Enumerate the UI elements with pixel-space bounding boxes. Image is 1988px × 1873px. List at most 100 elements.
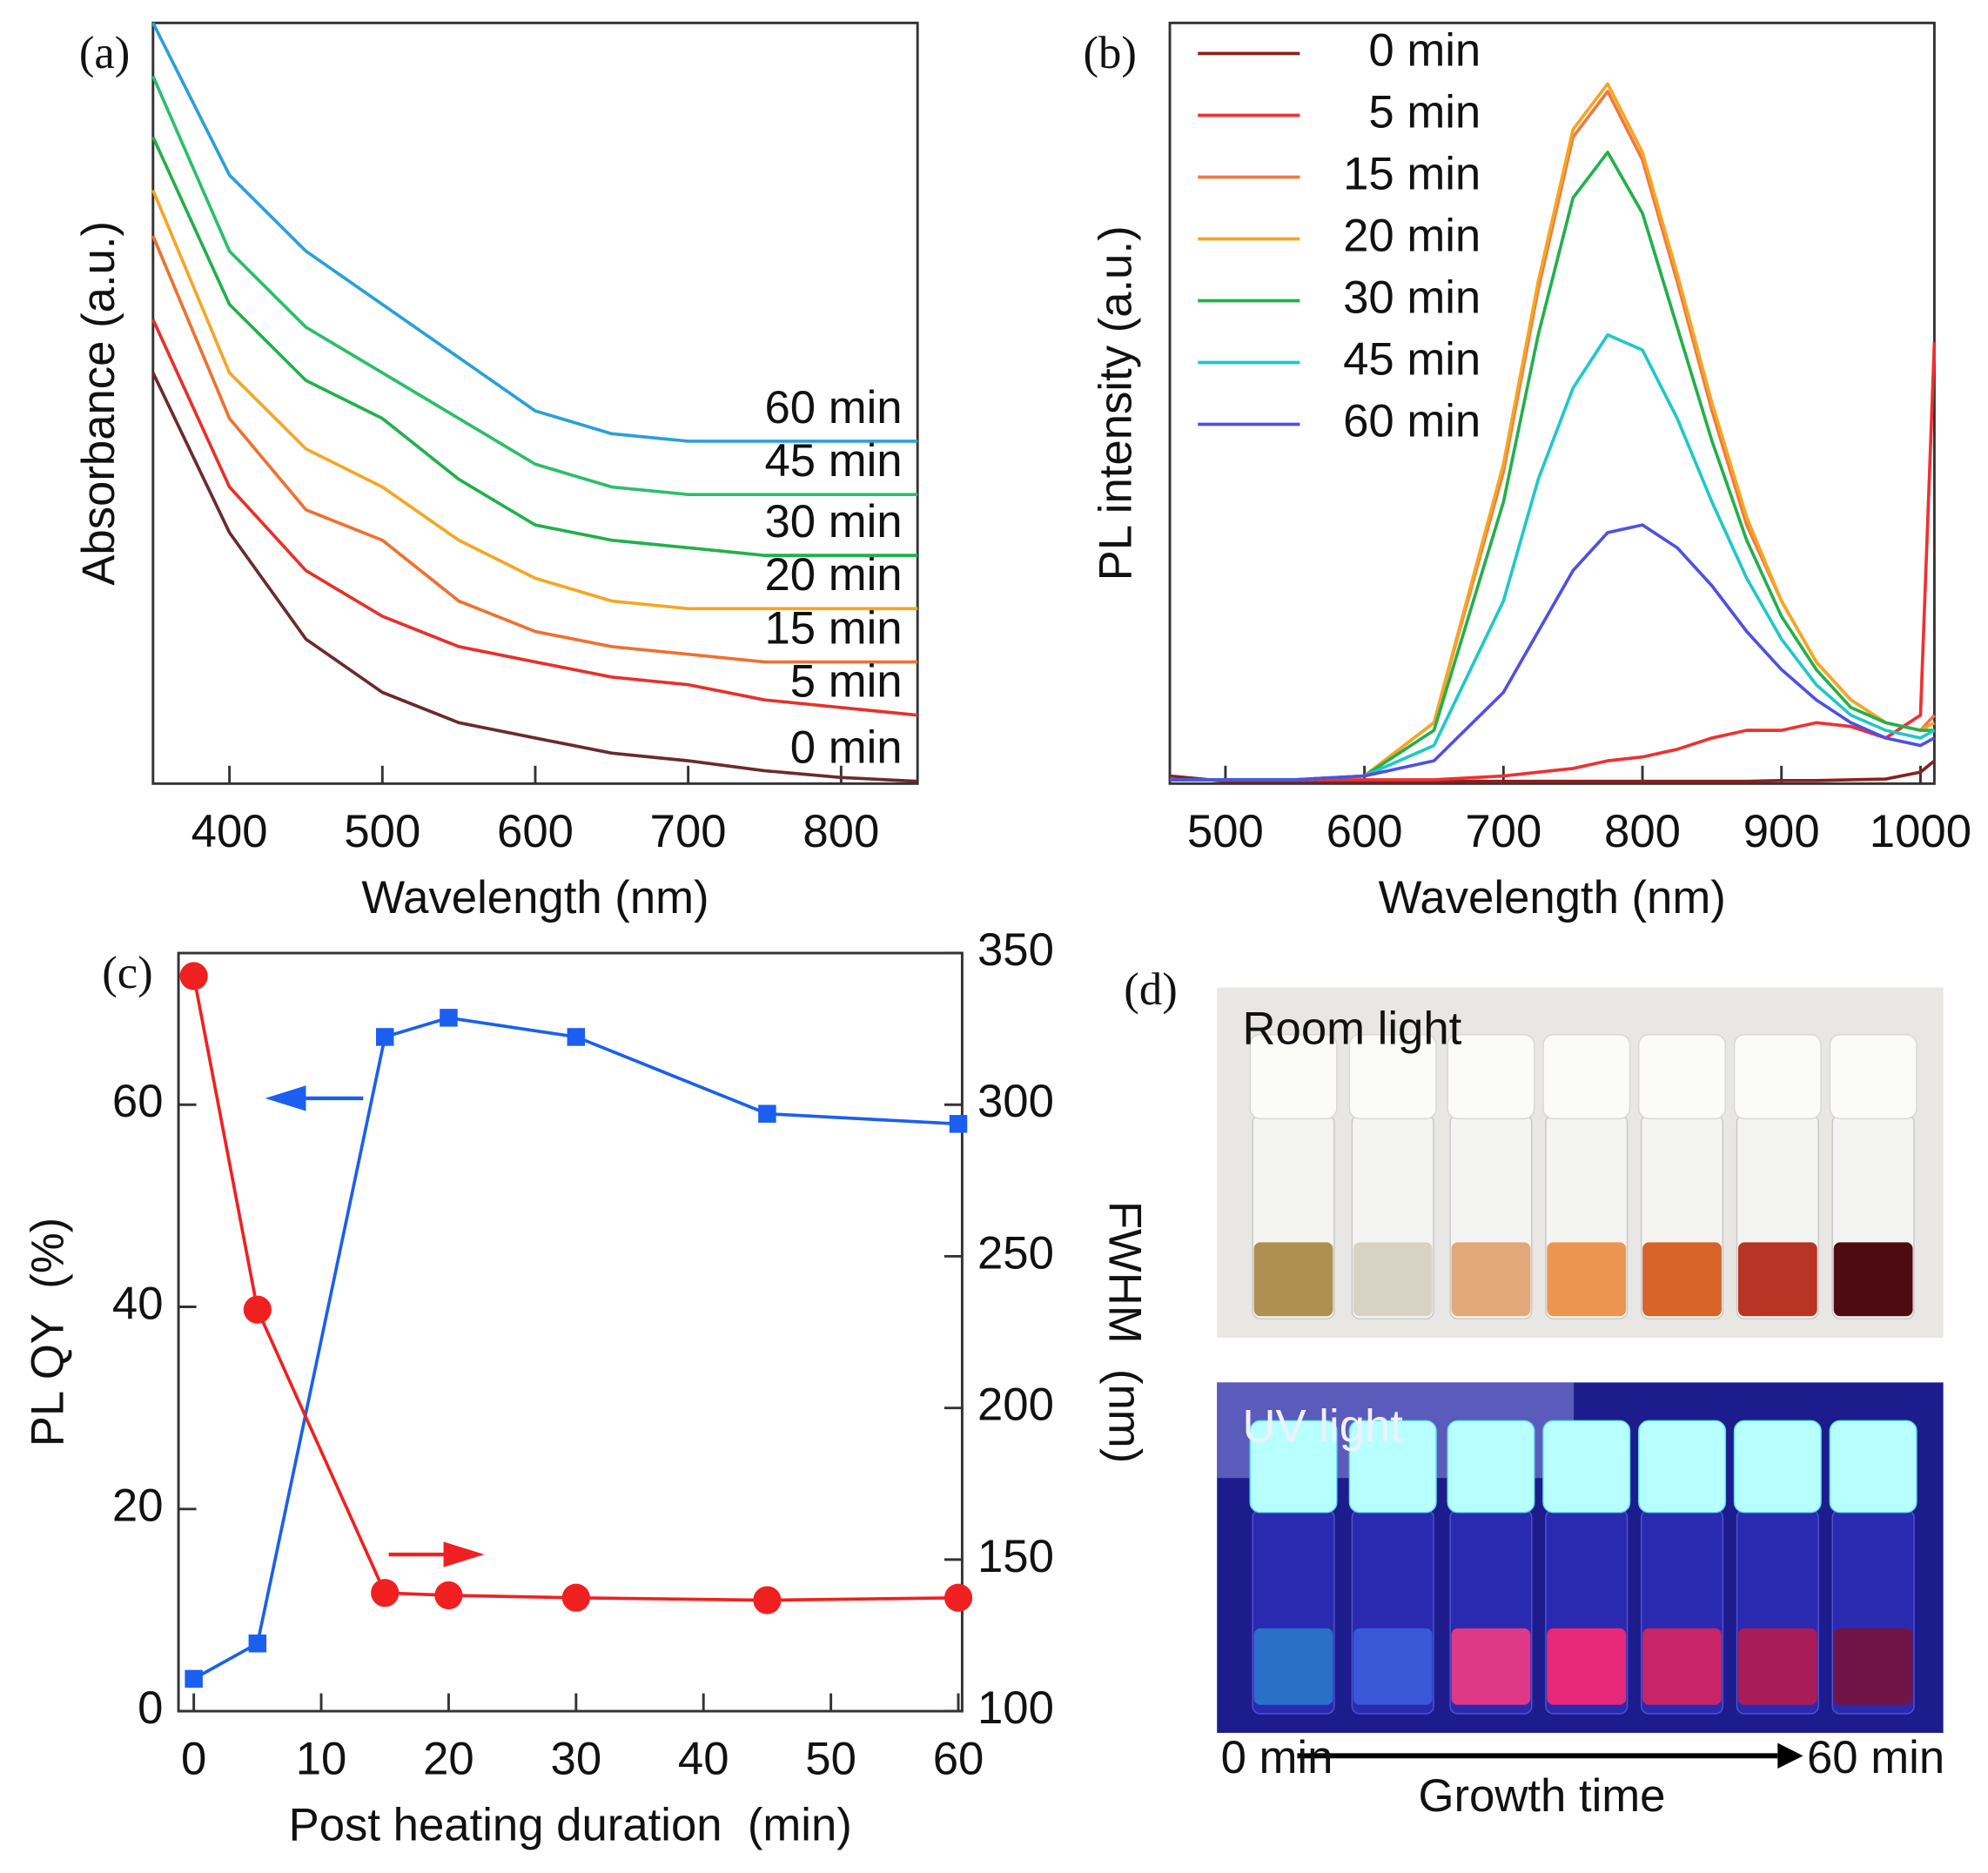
vial-liquid: [1833, 1242, 1913, 1317]
marker: [371, 1579, 400, 1608]
vial-liquid: [1253, 1628, 1333, 1705]
marker: [567, 1028, 586, 1046]
vial-cap: [1829, 1033, 1917, 1120]
y-axis-label: PL QY (%): [23, 1218, 74, 1447]
y-tick-label: 40: [112, 1278, 164, 1329]
plot-frame: [1168, 21, 1936, 785]
x-tick-label: 50: [805, 1734, 856, 1785]
x-tick-label: 800: [1604, 806, 1681, 857]
vial-cap: [1542, 1420, 1631, 1514]
y-tick-label: 20: [112, 1480, 164, 1532]
legend-label: 15 min: [1343, 148, 1481, 199]
legend-label: 5 min: [1368, 86, 1481, 138]
series-line: [151, 136, 918, 557]
marker: [248, 1635, 267, 1653]
series-line: [1170, 342, 1937, 782]
axis-arrow-head: [443, 1541, 485, 1568]
x-tick-label: 700: [650, 806, 727, 857]
series-line: [151, 22, 918, 443]
vial-liquid: [1253, 1242, 1333, 1317]
y2-tick-label: 250: [977, 1227, 1054, 1279]
series-label: 45 min: [764, 435, 902, 487]
x-tick-label: 700: [1465, 806, 1541, 857]
x-tick-label: 500: [344, 806, 420, 857]
vial-cap: [1638, 1033, 1727, 1120]
vial-cap: [1348, 1033, 1437, 1120]
series-line: [151, 75, 918, 496]
legend-label: 20 min: [1343, 210, 1481, 261]
legend-label: 0 min: [1368, 24, 1481, 76]
photo-caption: Room light: [1242, 1004, 1461, 1055]
series-line: [1170, 523, 1936, 782]
y2-tick-label: 200: [977, 1380, 1054, 1431]
vial-cap: [1348, 1420, 1437, 1514]
series-label: 0 min: [790, 722, 903, 773]
vial-liquid: [1547, 1242, 1627, 1317]
marker: [561, 1583, 590, 1612]
marker: [949, 1115, 968, 1133]
vial-liquid: [1451, 1628, 1531, 1705]
y-axis-label: Absorbance (a.u.): [73, 221, 124, 586]
y2-tick-label: 300: [977, 1076, 1054, 1127]
x-tick-label: 30: [551, 1734, 602, 1785]
vial-liquid: [1547, 1628, 1627, 1705]
plot-frame: [177, 951, 964, 1713]
arrow-axis-label: Growth time: [1418, 1770, 1665, 1822]
marker: [944, 1583, 973, 1612]
vial-cap: [1829, 1420, 1917, 1514]
arrow-end-label: 60 min: [1807, 1732, 1944, 1783]
y2-tick-label: 150: [977, 1531, 1054, 1582]
vial-cap: [1733, 1033, 1822, 1120]
series-label: 20 min: [764, 549, 902, 601]
vial-cap: [1447, 1420, 1535, 1514]
series-label: 5 min: [790, 655, 903, 707]
series-line: [1170, 332, 1936, 782]
x-axis-label: Wavelength (nm): [361, 872, 709, 923]
x-tick-label: 800: [803, 806, 879, 857]
legend-label: 45 min: [1343, 333, 1481, 385]
vial-liquid: [1642, 1628, 1722, 1705]
y2-tick-label: 100: [977, 1682, 1054, 1734]
marker: [243, 1295, 272, 1324]
vial-liquid: [1737, 1242, 1817, 1317]
x-axis-label: Post heating duration (min): [289, 1800, 852, 1851]
vial-cap: [1249, 1420, 1338, 1514]
series-line: [151, 319, 918, 717]
x-tick-label: 40: [678, 1734, 729, 1785]
x-tick-label: 500: [1187, 806, 1264, 857]
growth-arrow-head: [1777, 1742, 1803, 1769]
x-tick-label: 600: [497, 806, 574, 857]
legend-label: 60 min: [1343, 395, 1481, 446]
axis-arrow-head: [265, 1085, 306, 1111]
y-tick-label: 60: [112, 1076, 164, 1127]
series-line: [151, 235, 918, 664]
y2-tick-label: 350: [977, 924, 1054, 976]
photo-panel: (d) Room light UV light 0 min 60 min Gro…: [1124, 964, 1944, 1822]
vial-cap: [1447, 1033, 1535, 1120]
series-line: [192, 1016, 959, 1681]
series-label: 30 min: [764, 496, 902, 547]
marker: [185, 1669, 203, 1688]
x-tick-label: 600: [1326, 806, 1403, 857]
vial-liquid: [1353, 1628, 1433, 1705]
vial-liquid: [1353, 1242, 1433, 1317]
vial-liquid: [1737, 1628, 1817, 1705]
series-line: [151, 372, 918, 783]
y-axis-label: PL intensity (a.u.): [1090, 225, 1141, 581]
panel-label: (c): [102, 948, 152, 998]
y2-axis-label: FWHM (nm): [1098, 1201, 1150, 1463]
x-tick-label: 60: [933, 1734, 984, 1785]
legend-label: 30 min: [1343, 272, 1481, 323]
x-tick-label: 10: [296, 1734, 347, 1785]
vial-cap: [1638, 1420, 1727, 1514]
marker: [758, 1104, 776, 1123]
panel-label: (a): [79, 28, 130, 78]
series-line: [1170, 90, 1936, 782]
marker: [375, 1028, 394, 1046]
marker: [434, 1581, 463, 1610]
marker: [179, 962, 208, 990]
series-label: 60 min: [764, 382, 902, 433]
x-tick-label: 0: [181, 1734, 206, 1785]
